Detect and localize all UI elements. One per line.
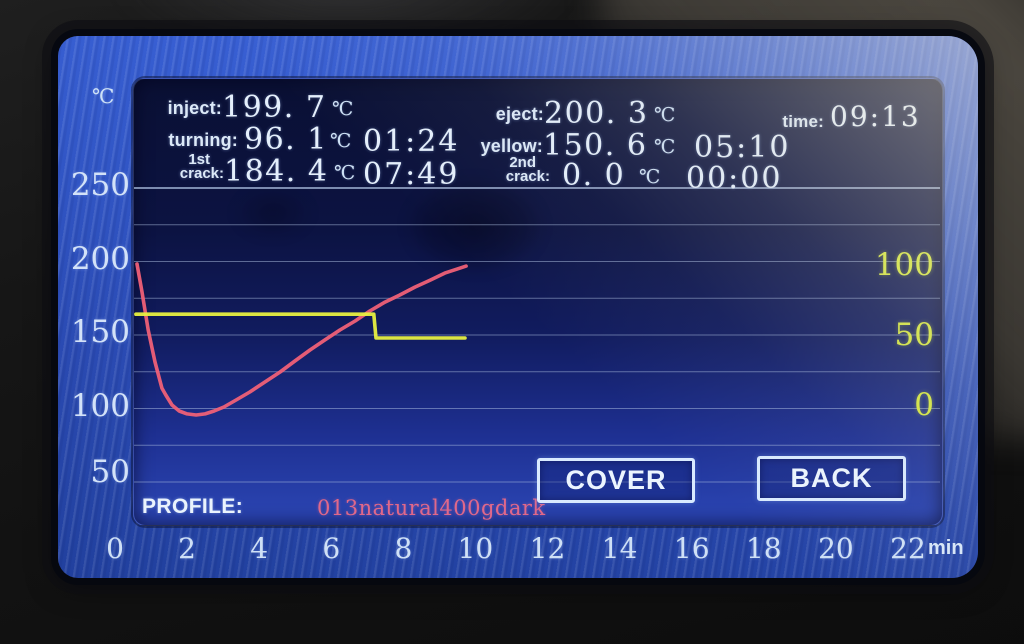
axis-tick-label: 20 bbox=[818, 532, 854, 565]
back-button[interactable]: BACK bbox=[757, 456, 906, 501]
cover-button[interactable]: COVER bbox=[537, 458, 695, 503]
axis-tick-label: 10 bbox=[457, 532, 494, 565]
second-crack-label: 2nd crack: bbox=[456, 155, 550, 185]
turning-unit: ℃ bbox=[330, 130, 352, 152]
axis-tick-label: 50 bbox=[90, 454, 130, 490]
inject-label: inject: bbox=[167, 98, 222, 118]
profile-name-value: 013natural400gdark bbox=[317, 496, 546, 520]
axis-tick-label: 100 bbox=[874, 247, 934, 283]
axis-tick-label: 14 bbox=[601, 532, 638, 565]
eject-value: 200. 3 bbox=[544, 96, 649, 131]
turning-value: 96. 1 bbox=[244, 122, 328, 157]
yellow-time: 05:10 bbox=[694, 130, 791, 165]
second-crack-value: 0. 0 bbox=[562, 158, 626, 193]
touchscreen-display: ℃ min 250 200 150 100 50 100 50 0 0 2 4 6 8 10 12 14 1… bbox=[58, 36, 978, 578]
turning-label: turning: bbox=[168, 130, 238, 150]
time-value: 09:13 bbox=[830, 100, 921, 133]
axis-tick-label: 2 bbox=[178, 532, 196, 565]
first-crack-unit: ℃ bbox=[334, 162, 356, 184]
first-crack-time: 07:49 bbox=[363, 157, 460, 192]
first-crack-value: 184. 4 bbox=[224, 154, 329, 189]
axis-tick-label: 22 bbox=[890, 532, 926, 565]
axis-tick-label: 150 bbox=[70, 314, 130, 350]
second-crack-unit: ℃ bbox=[639, 166, 661, 188]
yellow-unit: ℃ bbox=[654, 136, 676, 158]
left-axis-unit-label: ℃ bbox=[92, 84, 115, 108]
inject-unit: ℃ bbox=[332, 98, 354, 120]
axis-tick-label: 100 bbox=[70, 387, 130, 424]
axis-tick-label: 18 bbox=[745, 532, 782, 565]
axis-tick-label: 0 bbox=[914, 387, 934, 423]
axis-tick-label: 0 bbox=[106, 532, 124, 565]
inject-value: 199. 7 bbox=[222, 90, 327, 125]
axis-tick-label: 16 bbox=[673, 532, 710, 565]
turning-time: 01:24 bbox=[363, 124, 460, 159]
first-crack-label-line2: crack: bbox=[179, 165, 224, 182]
time-label: time: bbox=[782, 112, 824, 131]
axis-tick-label: 4 bbox=[250, 532, 269, 565]
axis-tick-label: 250 bbox=[70, 167, 130, 203]
second-crack-label-line2: crack: bbox=[505, 168, 550, 185]
axis-tick-label: 12 bbox=[529, 532, 566, 565]
axis-tick-label: 6 bbox=[322, 532, 341, 565]
second-crack-time: 00:00 bbox=[686, 161, 783, 196]
eject-unit: ℃ bbox=[654, 104, 676, 126]
axis-tick-label: 50 bbox=[894, 317, 934, 353]
eject-label: eject: bbox=[495, 104, 544, 124]
first-crack-label: 1st crack: bbox=[128, 152, 224, 182]
axis-tick-label: 200 bbox=[70, 240, 130, 277]
axis-tick-label: 8 bbox=[394, 532, 413, 565]
profile-label: PROFILE: bbox=[142, 495, 244, 518]
